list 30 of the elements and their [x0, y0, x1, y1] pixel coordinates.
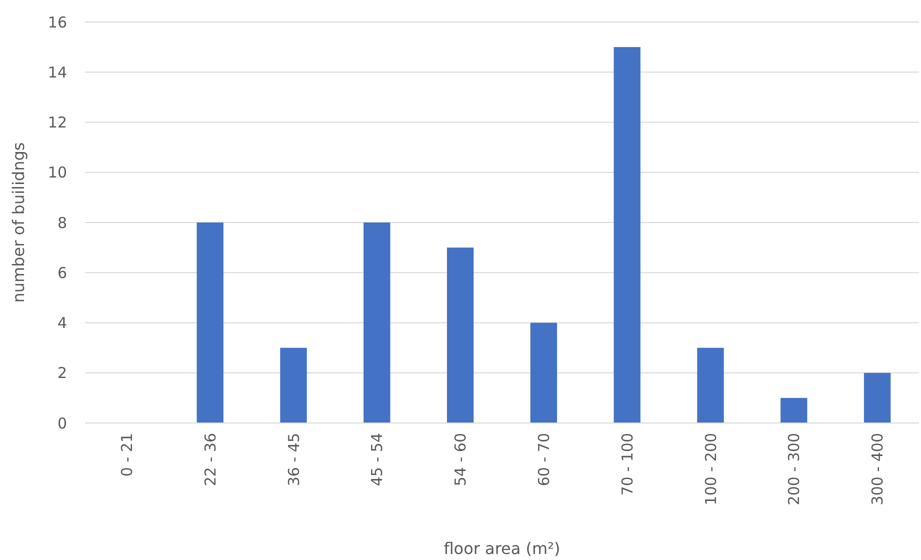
bar	[697, 348, 724, 423]
y-tick-label: 16	[48, 13, 67, 32]
y-tick-label: 4	[57, 314, 67, 332]
bar	[530, 322, 558, 423]
x-tick-label: 100 - 200	[702, 433, 720, 506]
y-tick-label: 6	[57, 264, 67, 282]
bar	[196, 222, 224, 423]
bar	[614, 47, 640, 423]
y-tick-label: 14	[48, 63, 67, 82]
x-tick-label: 70 - 100	[618, 433, 636, 496]
x-axis-title: floor area (m²)	[444, 539, 560, 558]
bar	[864, 372, 891, 423]
bar	[780, 398, 808, 423]
y-tick-label: 8	[57, 214, 67, 232]
x-tick-label: 36 - 45	[284, 433, 303, 486]
x-tick-label: 22 - 36	[201, 433, 220, 486]
x-tick-label: 300 - 400	[868, 433, 887, 506]
y-axis-title: number of builidngs	[9, 142, 28, 303]
x-tick-label: 60 - 70	[534, 433, 553, 486]
y-tick-label: 10	[48, 164, 67, 182]
x-tick-label: 54 - 60	[452, 433, 470, 486]
x-tick-label: 0 - 21	[118, 433, 136, 477]
y-tick-label: 12	[48, 114, 67, 132]
x-tick-label: 45 - 54	[368, 433, 386, 486]
bar	[446, 248, 474, 423]
y-tick-label: 2	[57, 364, 67, 382]
x-tick-label: 200 - 300	[785, 433, 804, 506]
bar	[364, 222, 390, 423]
y-tick-label: 0	[57, 414, 67, 432]
bar	[280, 348, 307, 423]
